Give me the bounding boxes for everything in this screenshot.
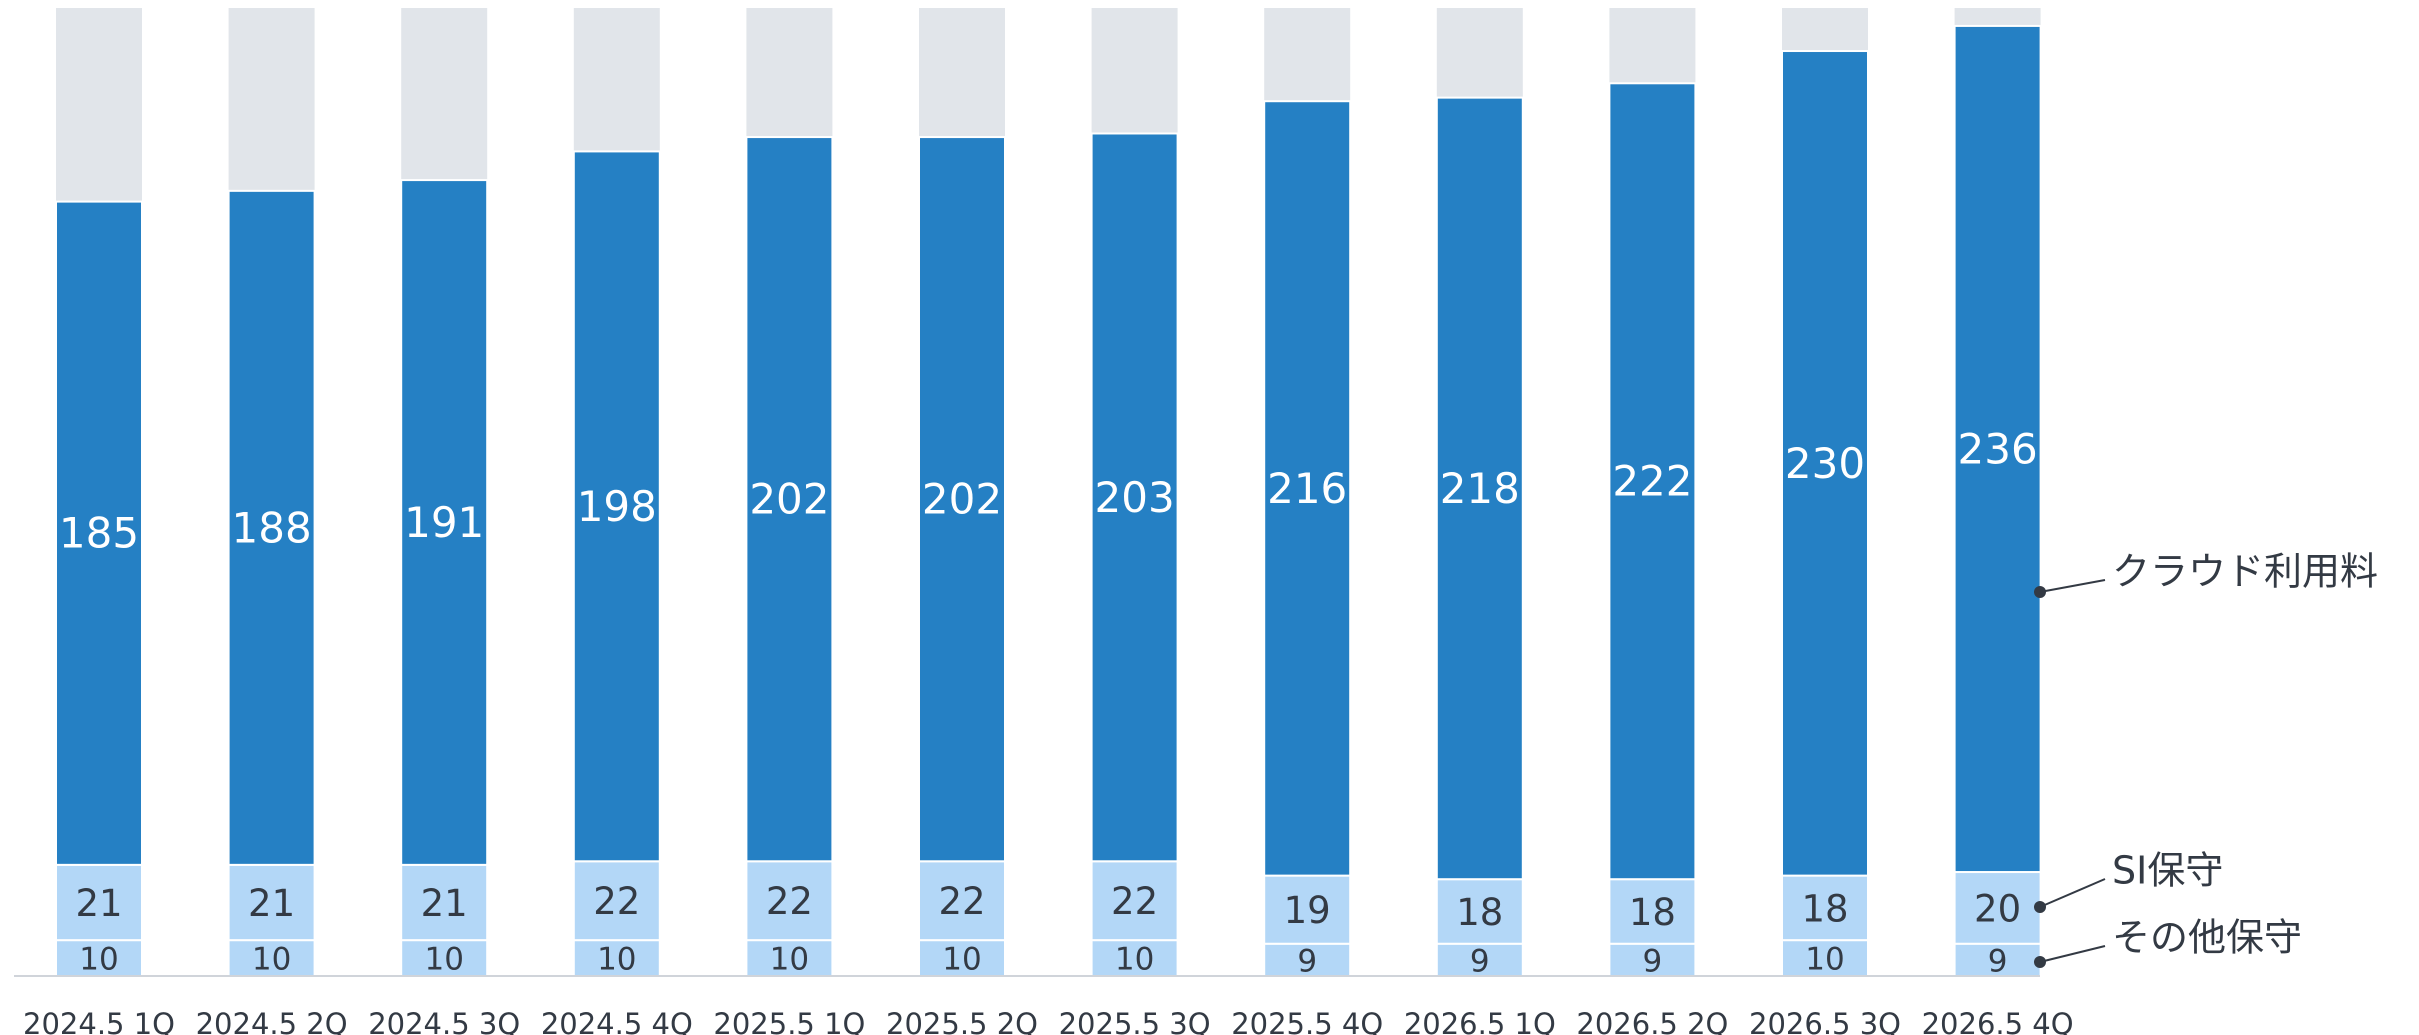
- value-label: 22: [938, 880, 985, 923]
- value-label: 18: [1629, 891, 1676, 934]
- value-label: 10: [79, 942, 118, 978]
- value-label: 202: [922, 475, 1002, 524]
- value-label: 10: [424, 942, 463, 978]
- value-label: 9: [1297, 943, 1317, 979]
- x-tick-label: 2024.5 2Q: [196, 1007, 348, 1035]
- value-label: 185: [59, 509, 139, 558]
- bar-segment: [400, 179, 489, 866]
- bar-segment: [1090, 132, 1179, 863]
- bar-segment: [227, 863, 316, 942]
- value-label: 22: [766, 880, 813, 923]
- bar-segment: [572, 150, 661, 863]
- value-label: 203: [1095, 473, 1175, 522]
- x-tick-label: 2024.5 4Q: [541, 1007, 693, 1035]
- value-label: 21: [248, 882, 295, 925]
- bar-segment: [1090, 860, 1179, 942]
- value-label: 21: [421, 882, 468, 925]
- bar-segment: [918, 939, 1006, 977]
- value-label: 10: [1805, 942, 1844, 978]
- value-label: 216: [1267, 464, 1347, 513]
- bar-segment: [400, 863, 489, 942]
- bar-segment: [1781, 874, 1869, 942]
- x-tick-label: 2025.5 1Q: [713, 1007, 865, 1035]
- bar-segment: [1608, 942, 1697, 978]
- value-label: 20: [1974, 887, 2021, 930]
- value-label: 222: [1612, 457, 1692, 506]
- value-label: 19: [1284, 889, 1331, 932]
- bar-segment: [1435, 878, 1524, 945]
- bar-segment: [1435, 96, 1524, 881]
- bar-segment: [745, 136, 834, 863]
- bar-segment: [1953, 24, 2042, 874]
- bar-segment: [1781, 939, 1869, 977]
- legend-dot: [2034, 901, 2046, 913]
- bar-segment: [918, 860, 1006, 942]
- value-label: 202: [749, 475, 829, 524]
- bar-segment: [1608, 878, 1697, 945]
- value-label: 10: [252, 942, 291, 978]
- value-label: 10: [942, 942, 981, 978]
- x-tick-label: 2026.5 1Q: [1404, 1007, 1556, 1035]
- x-tick-label: 2026.5 4Q: [1922, 1007, 2074, 1035]
- legend-leader: [2039, 579, 2106, 593]
- legend-leader: [2039, 945, 2106, 963]
- value-label: 10: [597, 942, 636, 978]
- x-tick-label: 2026.5 3Q: [1749, 1007, 1901, 1035]
- value-label: 10: [770, 942, 809, 978]
- value-label: 22: [1111, 880, 1158, 923]
- bar-segment: [745, 860, 834, 942]
- bar-segment: [55, 939, 143, 977]
- x-tick-label: 2025.5 3Q: [1059, 1007, 1211, 1035]
- bar-segment: [1435, 942, 1524, 978]
- value-label: 198: [577, 482, 657, 531]
- value-label: 18: [1456, 891, 1503, 934]
- x-tick-label: 2025.5 4Q: [1231, 1007, 1383, 1035]
- value-label: 10: [1115, 942, 1154, 978]
- value-label: 9: [1988, 943, 2008, 979]
- value-label: 9: [1643, 943, 1663, 979]
- bar-segment: [1608, 82, 1697, 881]
- value-label: 191: [404, 498, 484, 547]
- legend-label: クラウド利用料: [2112, 550, 2378, 594]
- value-label: 188: [232, 503, 312, 552]
- value-label: 22: [593, 880, 640, 923]
- x-tick-label: 2026.5 2Q: [1576, 1007, 1728, 1035]
- bar-segment: [1953, 871, 2042, 945]
- bar-segment: [1781, 50, 1869, 877]
- bar-segment: [55, 200, 143, 866]
- bar-segment: [227, 189, 316, 866]
- legend-leader: [2039, 878, 2106, 908]
- x-tick-label: 2024.5 1Q: [23, 1007, 175, 1035]
- bar-segment: [572, 860, 661, 942]
- legend-dot: [2034, 956, 2046, 968]
- value-label: 9: [1470, 943, 1490, 979]
- legend-label: SI保守: [2112, 849, 2223, 893]
- value-label: 218: [1440, 464, 1520, 513]
- value-label: 21: [75, 882, 122, 925]
- bar-segment: [572, 939, 661, 977]
- value-label: 18: [1801, 887, 1848, 930]
- legend-label: その他保守: [2112, 916, 2302, 960]
- value-label: 236: [1958, 424, 2038, 473]
- bar-segment: [918, 136, 1006, 863]
- x-tick-label: 2025.5 2Q: [886, 1007, 1038, 1035]
- bar-segment: [1263, 100, 1352, 877]
- value-label: 230: [1785, 439, 1865, 488]
- legend-dot: [2034, 586, 2046, 598]
- x-tick-label: 2024.5 3Q: [368, 1007, 520, 1035]
